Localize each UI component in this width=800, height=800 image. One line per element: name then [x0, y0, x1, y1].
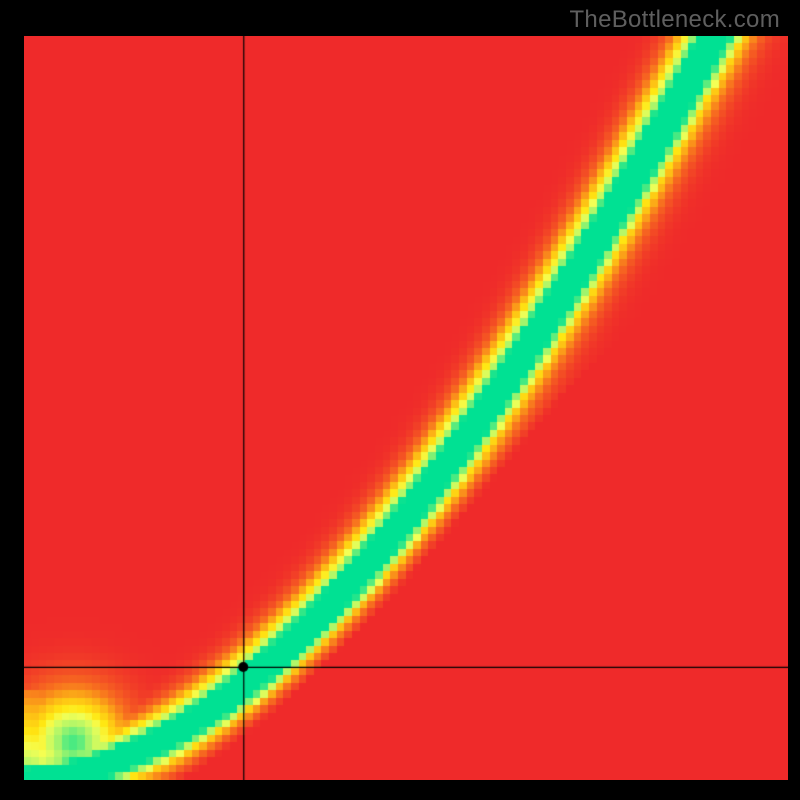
watermark-text: TheBottleneck.com [569, 6, 780, 34]
chart-stage: TheBottleneck.com [0, 0, 800, 800]
crosshair-overlay-canvas [24, 36, 788, 780]
